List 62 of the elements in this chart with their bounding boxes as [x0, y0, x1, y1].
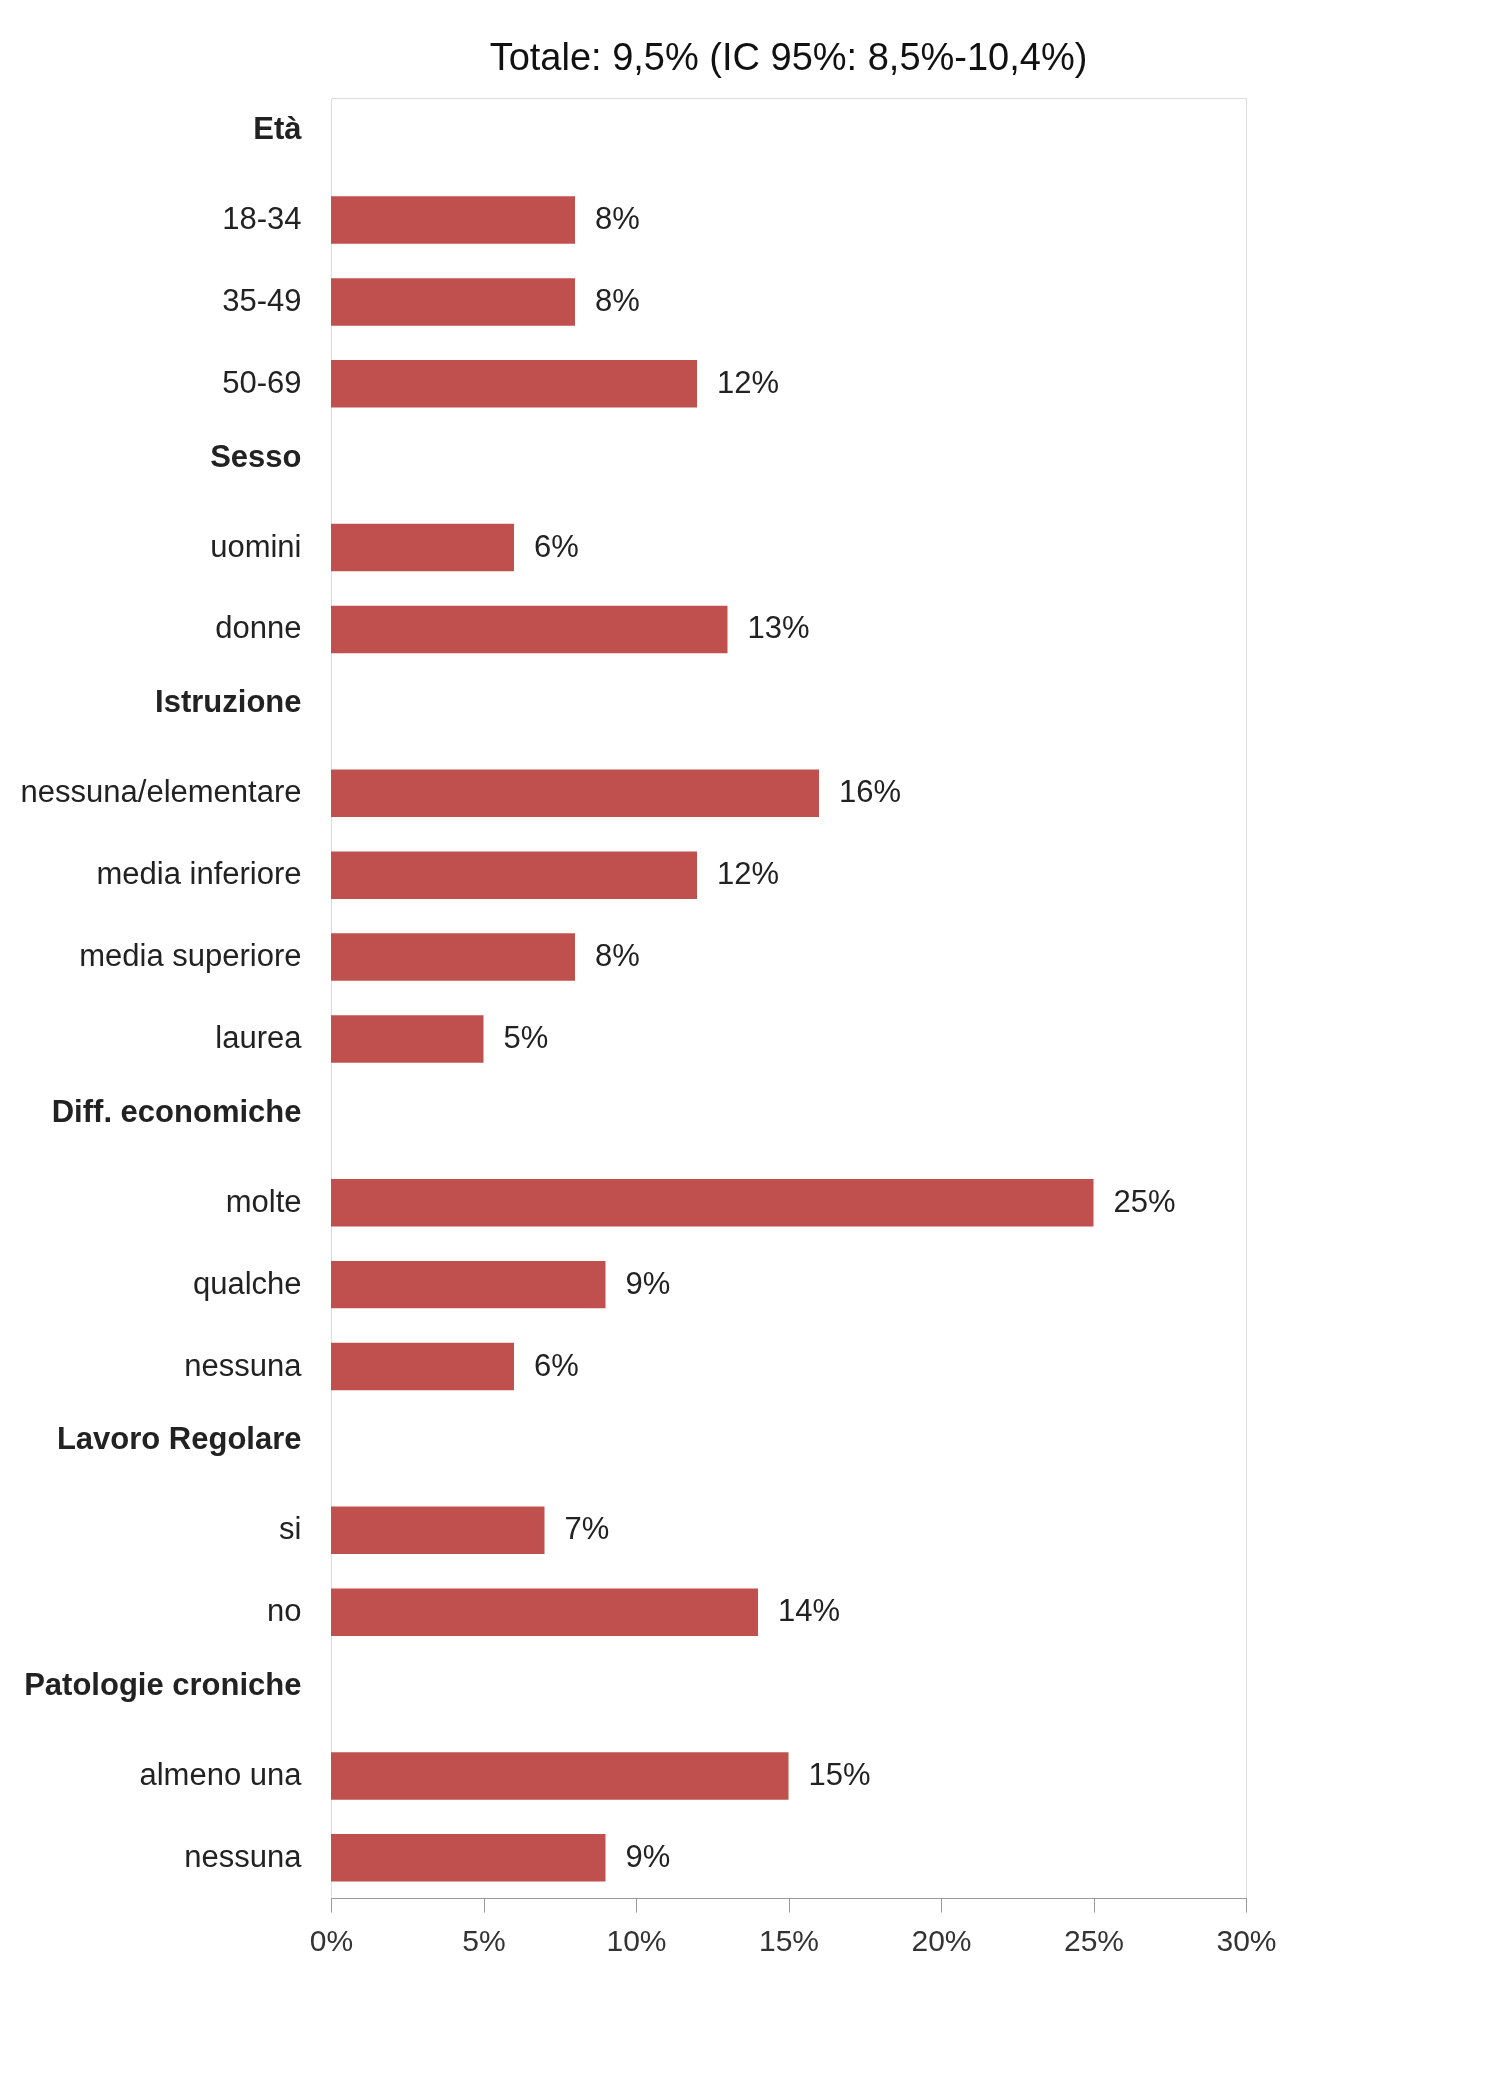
y-tick-label: nessuna: [184, 1838, 303, 1874]
data-label: 7%: [564, 1511, 610, 1547]
data-label: 8%: [595, 938, 640, 974]
data-label: 9%: [625, 1265, 671, 1301]
y-tick-label: no: [267, 1593, 302, 1629]
data-label: 12%: [717, 856, 780, 892]
bar: [331, 1506, 545, 1555]
y-tick-label: almeno una: [139, 1756, 303, 1792]
bar: [331, 1752, 789, 1800]
x-tick-label: 10%: [606, 1923, 667, 1957]
y-tick-label: uomini: [210, 528, 302, 564]
data-label: 5%: [503, 1019, 549, 1055]
y-tick-label: media inferiore: [96, 856, 302, 892]
data-label: 9%: [625, 1838, 671, 1874]
x-tick-label: 20%: [911, 1923, 972, 1957]
y-tick-label: qualche: [192, 1265, 302, 1301]
bar: [331, 1588, 758, 1636]
y-tick-label: Patologie croniche: [24, 1667, 302, 1703]
data-label: 14%: [778, 1593, 841, 1629]
data-label: 8%: [595, 282, 640, 318]
data-label: 6%: [534, 528, 579, 564]
data-label: 25%: [1113, 1183, 1176, 1219]
data-label: 15%: [808, 1756, 871, 1792]
x-tick-label: 15%: [758, 1923, 820, 1957]
data-label: 8%: [595, 201, 640, 237]
x-tick-label: 5%: [462, 1923, 506, 1957]
y-tick-label: media superiore: [79, 938, 302, 974]
bar: [331, 769, 819, 818]
y-tick-label: 18-34: [222, 201, 302, 237]
bar: [331, 1260, 606, 1309]
chart-title: Totale: 9,5% (IC 95%: 8,5%-10,4%): [489, 36, 1088, 78]
y-tick-label: nessuna: [184, 1347, 303, 1383]
bar: [331, 1178, 1094, 1227]
bar: [331, 1834, 606, 1882]
y-tick-label: 35-49: [222, 282, 302, 318]
data-label: 13%: [747, 610, 810, 646]
y-tick-label: Istruzione: [155, 684, 302, 720]
data-label: 12%: [717, 364, 780, 400]
x-tick-label: 30%: [1216, 1923, 1277, 1957]
x-tick-label: 0%: [309, 1923, 354, 1957]
y-tick-label: si: [279, 1511, 302, 1547]
bar: [331, 278, 575, 326]
y-tick-label: Lavoro Regolare: [56, 1421, 302, 1457]
bar: [331, 1342, 514, 1391]
y-tick-label: nessuna/elementare: [20, 774, 302, 810]
bar: [331, 933, 575, 981]
y-tick-label: Età: [253, 111, 303, 147]
bar: [331, 523, 514, 572]
y-tick-label: Diff. economiche: [51, 1093, 302, 1129]
y-tick-label: molte: [225, 1183, 302, 1219]
data-label: 16%: [839, 774, 902, 810]
bar: [331, 605, 728, 654]
y-tick-label: 50-69: [222, 364, 302, 400]
bar: [331, 360, 697, 408]
y-tick-label: laurea: [215, 1019, 303, 1055]
data-label: 6%: [534, 1347, 579, 1383]
bar: [331, 1015, 484, 1063]
y-tick-label: Sesso: [210, 438, 302, 474]
x-tick-label: 25%: [1063, 1923, 1125, 1957]
bar: [331, 851, 697, 899]
bar: [331, 196, 575, 244]
y-tick-label: donne: [215, 610, 302, 646]
